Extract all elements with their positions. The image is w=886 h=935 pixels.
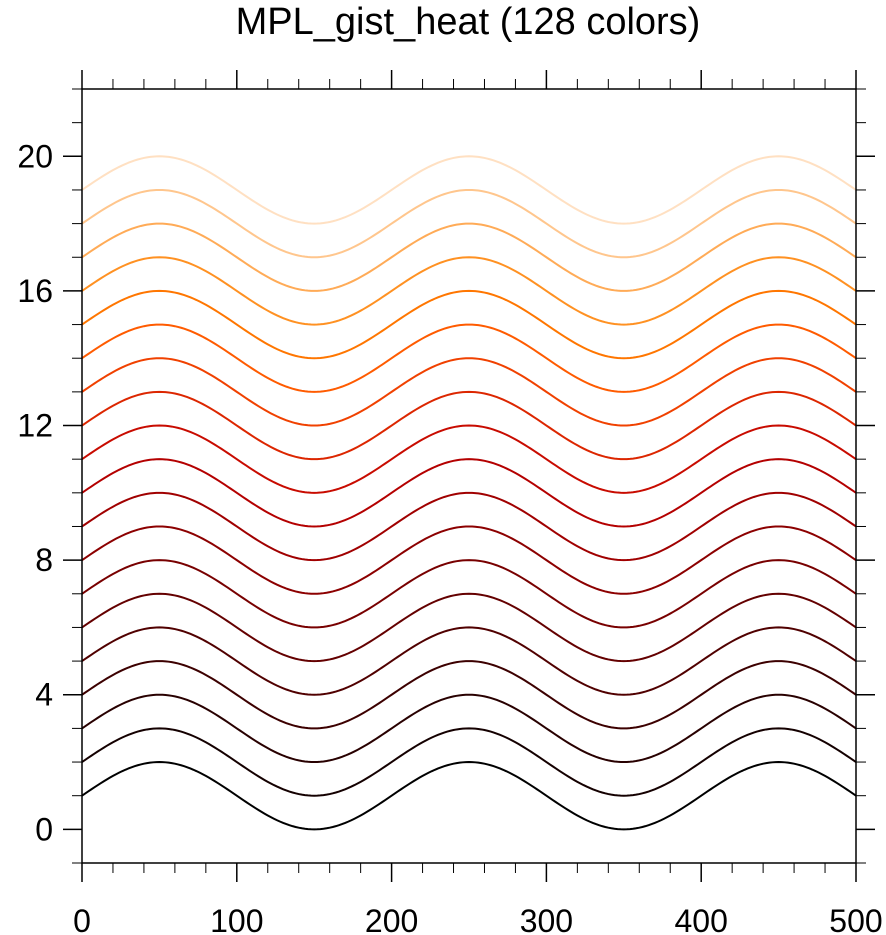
ticks: 0 100 200 300 400 500 0 4 8 12 16 20: [17, 70, 883, 935]
series-line-5: [81, 592, 857, 663]
y-tick-label: 20: [17, 138, 53, 174]
y-tick-label: 16: [17, 273, 53, 309]
series-line-10: [81, 424, 857, 494]
x-tick-label: 300: [520, 903, 573, 935]
series-line-18: [81, 155, 857, 225]
x-tick-label: 0: [73, 903, 91, 935]
series-line-1: [81, 727, 857, 797]
series-line-15: [81, 256, 857, 326]
series-line-6: [81, 559, 857, 629]
plot-frame: [81, 88, 857, 864]
y-tick-label: 4: [35, 677, 53, 713]
series-line-4: [81, 626, 857, 696]
series-line-17: [81, 188, 857, 259]
y-tick-label: 8: [35, 542, 53, 578]
chart-title: MPL_gist_heat (128 colors): [236, 1, 701, 43]
y-tick-label: 0: [35, 811, 53, 847]
x-tick-label: 500: [829, 903, 882, 935]
x-tick-label: 100: [210, 903, 263, 935]
series-line-7: [81, 525, 857, 595]
series-line-3: [81, 660, 857, 730]
y-tick-label: 12: [17, 408, 53, 444]
x-tick-label: 400: [675, 903, 728, 935]
series-line-13: [81, 323, 857, 393]
curves: [81, 155, 857, 831]
series-line-12: [81, 357, 857, 427]
series-line-0: [81, 761, 857, 831]
series-line-14: [81, 289, 857, 360]
series-line-16: [81, 222, 857, 292]
series-line-8: [81, 491, 857, 562]
series-line-11: [81, 390, 857, 461]
x-tick-label: 200: [365, 903, 418, 935]
series-line-9: [81, 458, 857, 528]
series-line-2: [81, 693, 857, 764]
